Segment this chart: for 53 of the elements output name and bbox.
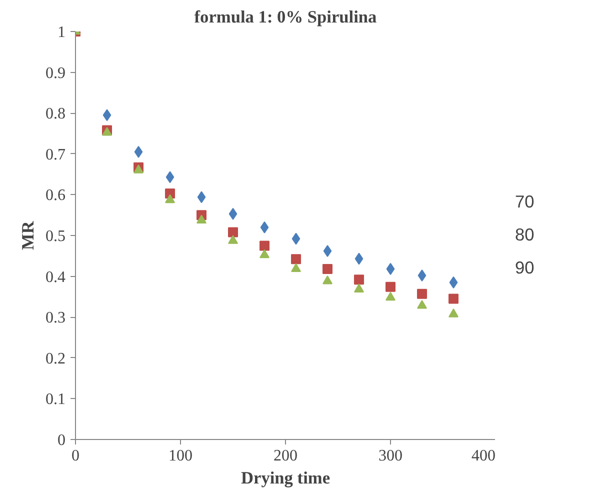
point: [228, 208, 238, 220]
y-tick-label: 0.6: [46, 187, 66, 204]
point: [386, 282, 396, 292]
y-tick-label: 0.3: [46, 310, 66, 327]
x-tick-label: 200: [274, 448, 298, 464]
point: [292, 232, 300, 245]
point: [354, 252, 364, 265]
chart-title: formula 1: 0% Spirulina: [194, 8, 378, 26]
point: [260, 249, 270, 258]
y-tick-label: 0.2: [46, 350, 66, 368]
point: [449, 276, 458, 288]
text: 70: [515, 192, 535, 212]
point: [166, 171, 174, 184]
point: [134, 146, 143, 158]
x-tick-label: 400: [472, 448, 496, 464]
point: [291, 254, 301, 264]
x-axis-title: Drying time: [240, 468, 330, 488]
point: [322, 264, 332, 274]
y-axis-title: MR: [18, 220, 38, 250]
y-tick-label: 1: [58, 24, 66, 41]
point: [418, 269, 426, 282]
point: [448, 294, 458, 304]
point: [417, 300, 427, 309]
y-tick-label: 0.7: [46, 146, 66, 164]
y-tick-label: 0.8: [46, 106, 66, 123]
y-tick-label: 0.5: [46, 228, 66, 245]
y-tick-label: 0.4: [46, 268, 66, 286]
point: [386, 262, 395, 275]
x-tick-label: 300: [378, 448, 402, 464]
point: [102, 109, 112, 122]
point: [323, 245, 332, 258]
y-tick-label: 0.1: [46, 391, 66, 408]
point: [196, 214, 206, 224]
point: [291, 263, 301, 272]
point: [354, 274, 364, 285]
point: [228, 227, 238, 238]
point: [354, 284, 364, 292]
text: 80: [515, 224, 535, 246]
point: [260, 221, 269, 234]
point: [197, 191, 206, 204]
y-tick-label: 0: [58, 432, 66, 449]
point: [386, 292, 396, 301]
x-tick-label: 0: [72, 448, 80, 464]
point: [134, 164, 144, 174]
point: [448, 308, 458, 318]
x-tick-label: 100: [168, 448, 192, 464]
y-tick-label: 0.9: [46, 64, 66, 82]
point: [228, 235, 238, 244]
text: 90: [515, 258, 535, 278]
point: [322, 276, 332, 284]
point: [165, 194, 175, 204]
point: [417, 288, 427, 299]
point: [260, 240, 270, 251]
